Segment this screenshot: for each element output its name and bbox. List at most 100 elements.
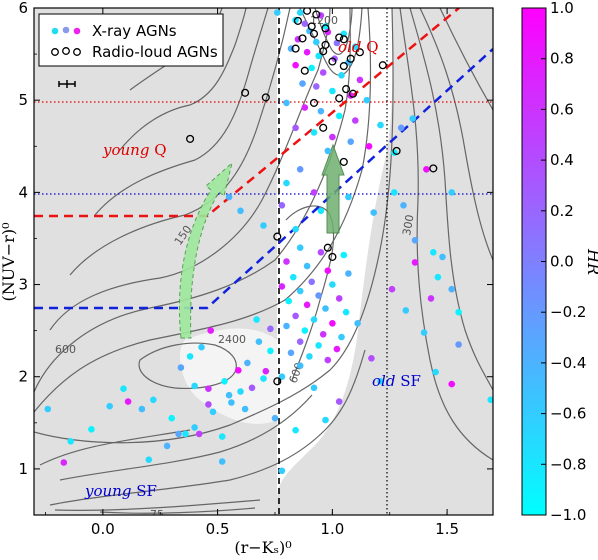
y-tick-label: 2 bbox=[18, 368, 28, 386]
contour-line bbox=[54, 499, 261, 511]
xray-agn-point bbox=[329, 87, 336, 95]
radio-agn-point bbox=[273, 232, 282, 241]
contour-line bbox=[49, 349, 366, 506]
xray-agn-point bbox=[310, 189, 318, 196]
xray-agn-point bbox=[324, 28, 332, 36]
xray-agn-point bbox=[191, 382, 198, 390]
xray-agn-point bbox=[335, 398, 343, 405]
xray-agn-point bbox=[368, 355, 375, 362]
radio-agn-point bbox=[309, 98, 319, 107]
contour-line bbox=[285, 205, 335, 381]
xray-agn-point bbox=[296, 338, 304, 346]
x-axis-label: (r−Kₛ)⁰ bbox=[234, 538, 291, 557]
contour-line bbox=[39, 429, 191, 466]
xray-agn-point bbox=[308, 64, 316, 72]
xray-agn-point bbox=[455, 308, 462, 316]
xray-agn-point bbox=[448, 380, 456, 388]
xray-agn-point bbox=[225, 391, 233, 399]
legend-radio-label: Radio-loud AGNs bbox=[92, 43, 218, 61]
xray-agn-point bbox=[44, 405, 52, 413]
radio-agn-point bbox=[186, 134, 195, 143]
xray-agn-point bbox=[292, 426, 299, 434]
xray-agn-point bbox=[377, 378, 384, 385]
contour-line bbox=[49, 8, 331, 331]
legend-radio-marker bbox=[73, 48, 81, 56]
plot-frame bbox=[33, 7, 494, 516]
xray-agn-point bbox=[124, 398, 132, 405]
radio-agn-point bbox=[339, 35, 348, 44]
y-tick-label: 1 bbox=[18, 460, 28, 478]
xray-agn-point bbox=[145, 456, 153, 464]
xray-agn-point bbox=[487, 396, 493, 404]
xray-agn-point bbox=[420, 329, 428, 336]
radio-agn-point bbox=[335, 94, 344, 103]
xray-agn-point bbox=[388, 285, 396, 293]
radio-agn-point bbox=[429, 164, 438, 173]
xray-agn-point bbox=[324, 267, 332, 275]
xray-agn-point bbox=[278, 202, 286, 209]
radio-agn-point bbox=[309, 29, 319, 38]
xray-agn-point bbox=[253, 316, 260, 323]
xray-agn-point bbox=[221, 378, 228, 385]
xray-agn-point bbox=[255, 338, 263, 346]
contour-line bbox=[59, 394, 313, 481]
xray-agn-point bbox=[313, 38, 320, 46]
xray-agn-point bbox=[301, 20, 309, 28]
density-inner-region bbox=[180, 328, 277, 424]
radio-agn-point bbox=[342, 85, 351, 94]
xray-agn-point bbox=[278, 283, 286, 290]
region-label-young-sf: young SF bbox=[84, 482, 157, 500]
xray-agn-point bbox=[340, 251, 348, 259]
xray-agn-point bbox=[191, 424, 198, 431]
xray-agn-point bbox=[292, 225, 299, 233]
xray-agn-point bbox=[335, 295, 343, 302]
xray-agn-point bbox=[423, 166, 430, 173]
colorbar-tick-label: 0.8 bbox=[550, 50, 574, 68]
blue-boundary bbox=[34, 48, 493, 310]
legend-radio-marker bbox=[51, 48, 59, 56]
xray-agn-point bbox=[411, 237, 419, 244]
colorbar-label: HR bbox=[584, 248, 598, 275]
contour-line bbox=[138, 342, 237, 390]
xray-agn-point bbox=[315, 292, 322, 299]
radio-agn-point bbox=[261, 93, 270, 102]
radio-agn-point bbox=[298, 34, 307, 43]
radio-agn-point bbox=[348, 89, 358, 98]
xray-agn-point bbox=[285, 297, 293, 305]
xray-agn-point bbox=[225, 193, 233, 201]
contour-line bbox=[94, 8, 269, 216]
xray-agn-point bbox=[319, 331, 327, 338]
xray-agn-point bbox=[150, 396, 157, 404]
xray-agn-point bbox=[329, 281, 336, 288]
xray-agn-point bbox=[260, 375, 267, 382]
contour-line bbox=[399, 8, 493, 461]
xray-agn-point bbox=[432, 368, 439, 376]
xray-agn-point bbox=[235, 367, 242, 374]
radio-agn-point bbox=[293, 16, 302, 25]
colorbar-ticks: −1.0 −0.8 −0.6 −0.4 −0.2 0.0 0.2 0.4 0.6 0.8 1.0 bbox=[541, 0, 586, 524]
xray-agn-point bbox=[60, 459, 68, 466]
y-axis-ticks: 1 2 3 4 5 6 bbox=[18, 0, 493, 478]
xray-agn-point bbox=[306, 353, 313, 360]
xray-agn-point bbox=[292, 124, 299, 132]
radio-agn-point bbox=[339, 62, 348, 71]
xray-agn-point bbox=[313, 83, 320, 90]
xray-agn-point bbox=[205, 401, 212, 408]
xray-agn-point bbox=[315, 52, 322, 60]
xray-agn-point bbox=[262, 367, 270, 375]
xray-agn-point bbox=[175, 430, 182, 438]
contour-line bbox=[409, 8, 493, 391]
radio-agn-point bbox=[319, 47, 328, 56]
radio-agn-point bbox=[378, 61, 387, 70]
colorbar-tick-label: 0.0 bbox=[550, 253, 574, 271]
xray-agn-point bbox=[296, 244, 304, 251]
xray-agn-point bbox=[308, 278, 316, 286]
radio-agn-point bbox=[321, 24, 330, 33]
xray-agn-point bbox=[207, 327, 214, 334]
xray-agn-point bbox=[338, 72, 345, 79]
xray-agn-point bbox=[377, 121, 384, 129]
xray-agn-point bbox=[182, 430, 189, 438]
xray-agn-point bbox=[209, 408, 217, 416]
x-tick-label: 0.5 bbox=[206, 520, 230, 538]
xray-agn-point bbox=[290, 273, 297, 281]
